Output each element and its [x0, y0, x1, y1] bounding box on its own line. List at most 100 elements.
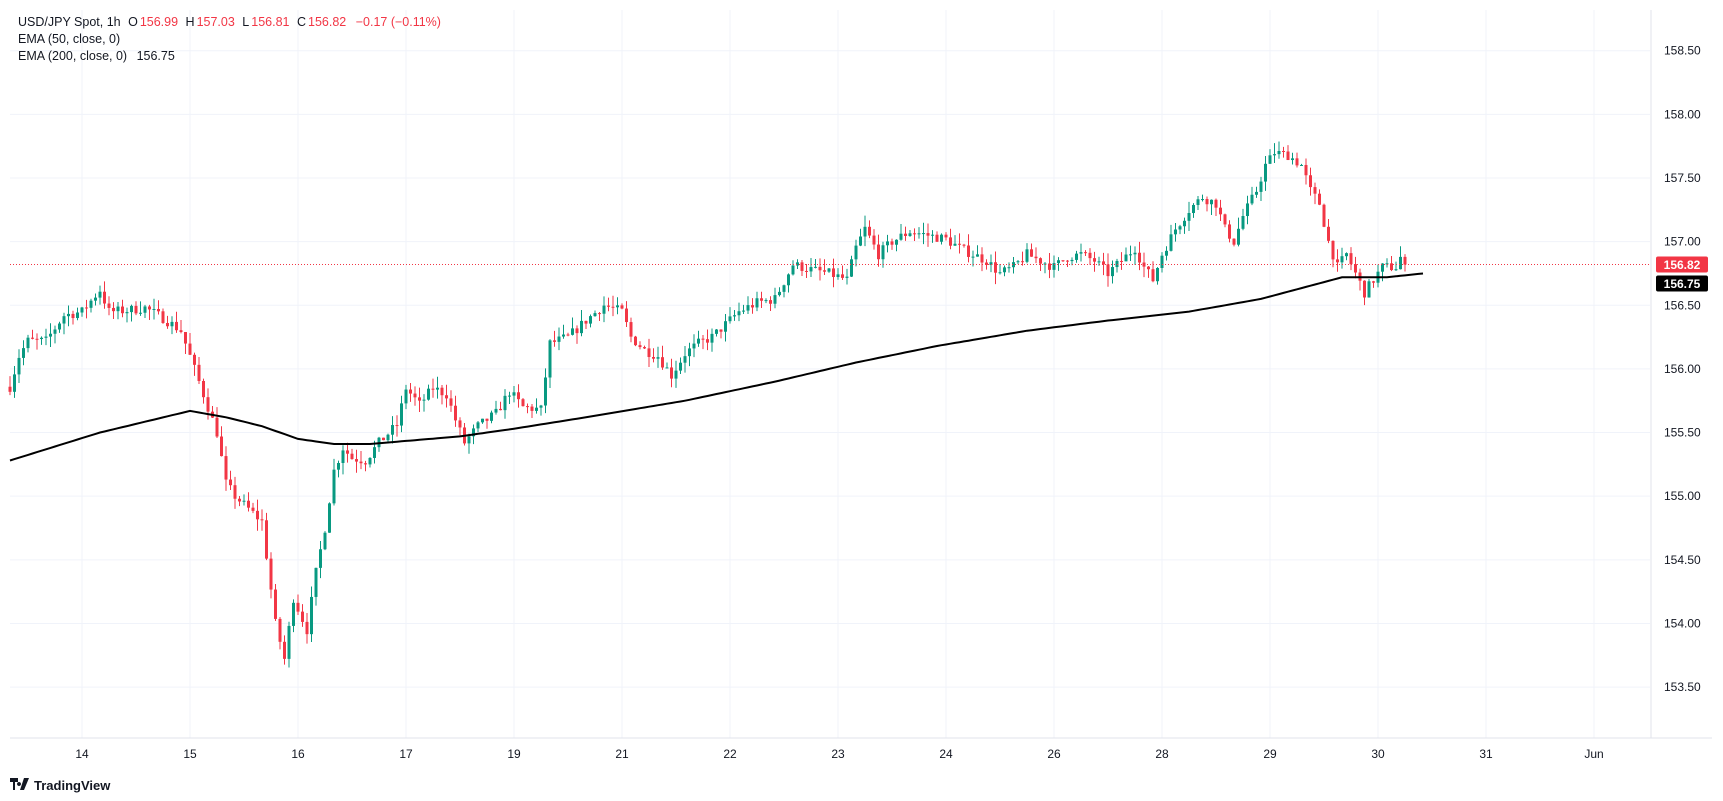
candle-body	[1340, 256, 1344, 263]
candle	[575, 325, 579, 344]
candle	[251, 502, 255, 514]
y-tick-label: 155.50	[1664, 426, 1701, 440]
candle-body	[242, 500, 246, 502]
candle	[751, 298, 754, 314]
candle-body	[112, 307, 115, 312]
candle-body	[440, 387, 444, 396]
candle	[904, 226, 907, 241]
candle-body	[13, 374, 16, 392]
candle	[782, 284, 786, 298]
candle-body	[121, 306, 124, 314]
candle-body	[1255, 191, 1258, 195]
candle-body	[593, 313, 597, 317]
y-tick-label: 155.00	[1664, 489, 1701, 503]
candle	[346, 442, 349, 463]
candle-body	[1223, 214, 1227, 225]
candle-body	[575, 328, 579, 334]
candle	[1016, 260, 1020, 265]
candle-body	[980, 254, 984, 263]
candle	[1264, 156, 1267, 191]
candle-body	[431, 388, 435, 390]
ema200-tag	[1656, 275, 1708, 292]
candle-body	[283, 641, 286, 659]
candle	[1205, 196, 1209, 212]
candle-body	[742, 310, 745, 312]
candle	[647, 338, 651, 367]
candle-body	[845, 276, 849, 278]
candle	[292, 599, 295, 633]
ema-200-line	[9, 272, 1424, 462]
candle-body	[697, 338, 700, 344]
candle	[418, 387, 421, 412]
candle	[827, 267, 831, 273]
candle-body	[778, 291, 781, 296]
candle	[1093, 251, 1096, 272]
candle-body	[179, 330, 183, 333]
candle	[485, 418, 489, 429]
candle	[1259, 176, 1263, 201]
candle-body	[967, 245, 970, 257]
candle	[845, 268, 849, 285]
candle-body	[1286, 151, 1290, 161]
candle	[103, 281, 106, 309]
candle-body	[328, 503, 331, 533]
candle-body	[422, 399, 426, 401]
candle	[1133, 246, 1137, 265]
candle	[917, 227, 921, 239]
candle	[323, 531, 327, 551]
candle-body	[787, 274, 790, 286]
candle	[139, 301, 142, 316]
candle	[1313, 182, 1317, 205]
candle-body	[755, 298, 759, 308]
candle-body	[1012, 262, 1015, 268]
candle-body	[611, 306, 615, 308]
candle	[1250, 186, 1254, 206]
candle-body	[791, 265, 795, 275]
candle	[1079, 243, 1083, 262]
candle-body	[715, 329, 718, 334]
candle	[121, 299, 124, 318]
candle	[530, 404, 534, 419]
candle-body	[620, 305, 624, 309]
candle-body	[229, 479, 232, 486]
candle	[1273, 143, 1276, 163]
candle	[413, 386, 417, 406]
candle	[913, 228, 916, 242]
candle-body	[1034, 256, 1038, 259]
x-tick-label: 23	[831, 747, 845, 761]
candle-body	[566, 334, 570, 336]
candle-body	[1336, 259, 1339, 263]
candle-body	[26, 337, 30, 349]
tradingview-watermark[interactable]: TradingView	[10, 777, 110, 793]
candle	[287, 621, 291, 668]
candle	[220, 426, 223, 457]
candle	[1385, 258, 1389, 268]
candle	[31, 329, 34, 340]
candle-body	[526, 406, 529, 408]
candle-body	[931, 234, 934, 236]
candle-body	[1291, 158, 1294, 161]
candle	[535, 398, 538, 414]
candle	[544, 368, 547, 414]
candle	[368, 457, 372, 468]
candle	[76, 307, 79, 321]
candle-body	[836, 274, 840, 278]
candle-body	[647, 348, 651, 358]
candle	[1124, 247, 1128, 262]
x-tick-label: 21	[615, 747, 629, 761]
candle-body	[634, 336, 637, 346]
candle-body	[652, 357, 655, 359]
x-tick-label: Jun	[1584, 747, 1603, 761]
candle	[89, 298, 93, 313]
candle-body	[998, 272, 1002, 274]
candle-body	[1367, 281, 1371, 298]
grid-lines	[10, 10, 1650, 738]
candle	[1088, 248, 1092, 265]
candle	[962, 243, 966, 248]
candle	[1322, 203, 1326, 228]
candle	[364, 460, 367, 472]
candle	[656, 346, 660, 368]
candle	[809, 258, 813, 278]
candle-body	[305, 621, 309, 635]
